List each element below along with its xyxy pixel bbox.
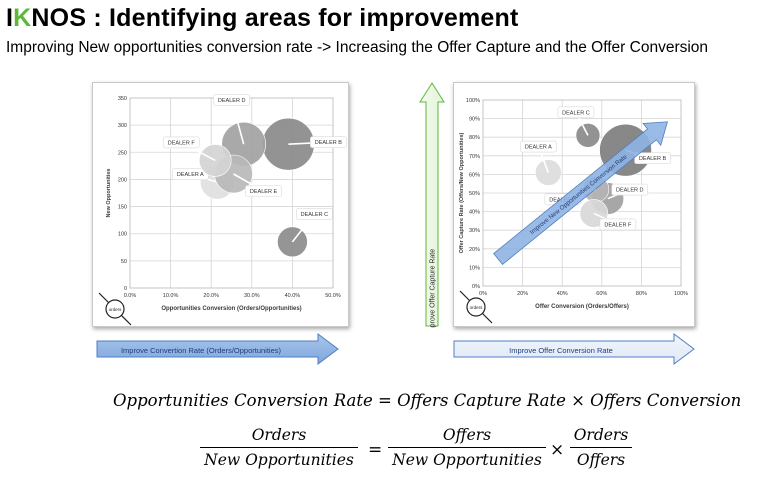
chart-panel-opportunities: 0.0% 10.0% 20.0% 30.0% 40.0% 50.0% 0 50 100 150 20… xyxy=(92,82,349,327)
improve-offer-capture-label: Improve Offer Capture Rate xyxy=(430,249,437,328)
data-label-box xyxy=(310,136,347,148)
x-tick-label: 100% xyxy=(674,291,688,297)
chart-offer-capture: 0% 20% 40% 60% 80% 100% 0% 10% 20% 30% 40% 50% 60% 70… xyxy=(459,98,688,324)
fraction-orders-over-opportunities: Orders New Opportunities xyxy=(200,426,358,469)
y-axis-label: New Opportunities xyxy=(106,169,112,218)
improve-offer-conversion-label: Improve Offer Conversion Rate xyxy=(509,346,613,355)
bubble-dealer-b: DEALER B xyxy=(262,117,347,171)
equals-sign: = xyxy=(368,440,383,460)
data-label-dealer-d: DEALER D xyxy=(218,98,246,104)
data-label-box xyxy=(520,140,557,153)
data-label-dealer-c: DEALER C xyxy=(301,212,329,218)
bubble-dealer-f: DEALER F xyxy=(162,136,232,177)
data-label-box xyxy=(162,136,200,149)
y-tick-label: 200 xyxy=(118,177,127,183)
data-label-dealer-c: DEALER C xyxy=(562,110,590,116)
y-tick-label: 10% xyxy=(469,265,480,271)
data-label-dealer-f: DEALER F xyxy=(168,140,196,146)
data-label-box xyxy=(245,185,282,197)
data-label-dealer-d: DEALER D xyxy=(616,188,644,194)
size-legend: orders xyxy=(98,292,132,326)
size-legend-circle xyxy=(466,297,486,317)
chart-panel-offers: 0% 20% 40% 60% 80% 100% 0% 10% 20% 30% 40% 50% 60% 70… xyxy=(453,82,695,327)
data-label-box xyxy=(296,208,333,220)
x-tick-label: 40% xyxy=(557,291,568,297)
fraction-offers-over-opportunities: Offers New Opportunities xyxy=(388,426,546,469)
chart-opportunities-conversion: 0.0% 10.0% 20.0% 30.0% 40.0% 50.0% 0 50 100 150 20… xyxy=(98,94,347,326)
times-sign: × xyxy=(550,440,565,460)
size-legend-circle xyxy=(105,299,125,319)
plot-frame xyxy=(482,99,682,287)
x-tick-label: 60% xyxy=(596,291,607,297)
data-label-dealer-a: DEALER A xyxy=(177,172,204,178)
x-tick-label: 40.0% xyxy=(285,293,301,299)
bubble-dealer-c: DEALER C xyxy=(557,106,601,148)
page-title: IKNOS : Identifying areas for improvemen… xyxy=(6,4,519,32)
bubble-leader xyxy=(230,99,245,145)
y-tick-label: 90% xyxy=(469,117,480,123)
y-tick-label: 40% xyxy=(469,210,480,216)
y-tick-label: 100% xyxy=(466,98,480,104)
x-tick-label: 0.0% xyxy=(124,293,137,299)
data-label-box xyxy=(599,218,637,231)
y-tick-label: 50 xyxy=(121,259,127,265)
x-axis-label: Opportunities Conversion (Orders/Opportu… xyxy=(161,306,301,312)
y-tick-label: 0 xyxy=(124,286,127,292)
y-tick-label: 30% xyxy=(469,228,480,234)
x-tick-label: 20.0% xyxy=(203,293,219,299)
data-label-dealer-e: DEALER E xyxy=(250,189,278,195)
x-axis-label: Offer Conversion (Orders/Offers) xyxy=(535,304,629,310)
data-label-box xyxy=(213,94,250,106)
size-legend: orders xyxy=(459,290,493,324)
y-tick-label: 50% xyxy=(469,191,480,197)
x-tick-label: 50.0% xyxy=(325,293,341,299)
data-label-dealer-b: DEALER B xyxy=(639,156,667,162)
improve-offer-conversion-arrow: Improve Offer Conversion Rate xyxy=(453,333,695,365)
fraction-orders-over-offers: Orders Offers xyxy=(570,426,632,469)
x-tick-label: 0% xyxy=(479,291,487,297)
y-axis-label: Offer Capture Rate (Offers/New Opportuni… xyxy=(459,132,465,253)
size-legend-label: orders xyxy=(470,305,484,310)
page-subtitle: Improving New opportunities conversion r… xyxy=(6,39,709,56)
bubble-dealer-f-mark xyxy=(198,144,232,177)
y-tick-label: 350 xyxy=(118,96,127,102)
data-label-box xyxy=(557,106,595,119)
x-tick-label: 20% xyxy=(517,291,528,297)
bubble-dealer-c: DEALER C xyxy=(277,208,333,258)
y-tick-label: 70% xyxy=(469,154,480,160)
bubble-dealer-a: DEALER A xyxy=(520,140,562,186)
data-label-dealer-b: DEALER B xyxy=(315,140,343,146)
x-tick-label: 30.0% xyxy=(244,293,260,299)
data-label-dealer-a: DEALER A xyxy=(525,145,552,151)
x-tick-label: 10.0% xyxy=(163,293,179,299)
improve-offer-capture-arrow: Improve Offer Capture Rate xyxy=(419,82,445,328)
x-tick-label: 80% xyxy=(636,291,647,297)
y-tick-label: 250 xyxy=(118,150,127,156)
y-tick-label: 80% xyxy=(469,135,480,141)
bubble-dealer-f: DEALER F xyxy=(579,199,637,231)
y-tick-label: 60% xyxy=(469,172,480,178)
y-tick-label: 300 xyxy=(118,123,127,129)
data-label-box xyxy=(634,152,671,165)
diagonal-arrow-shape xyxy=(493,121,669,265)
y-tick-label: 20% xyxy=(469,247,480,253)
y-tick-label: 150 xyxy=(118,205,127,211)
y-tick-label: 100 xyxy=(118,232,127,238)
formula-line: Opportunities Conversion Rate = Offers C… xyxy=(113,391,742,410)
improve-conversion-arrow: Improve Convertion Rate (Orders/Opportun… xyxy=(96,333,339,365)
size-legend-label: orders xyxy=(109,307,123,312)
data-label-box xyxy=(611,183,649,196)
y-tick-label: 0% xyxy=(472,284,480,290)
improve-conversion-label: Improve Convertion Rate (Orders/Opportun… xyxy=(121,346,282,355)
data-label-dealer-f: DEALER F xyxy=(604,222,632,228)
